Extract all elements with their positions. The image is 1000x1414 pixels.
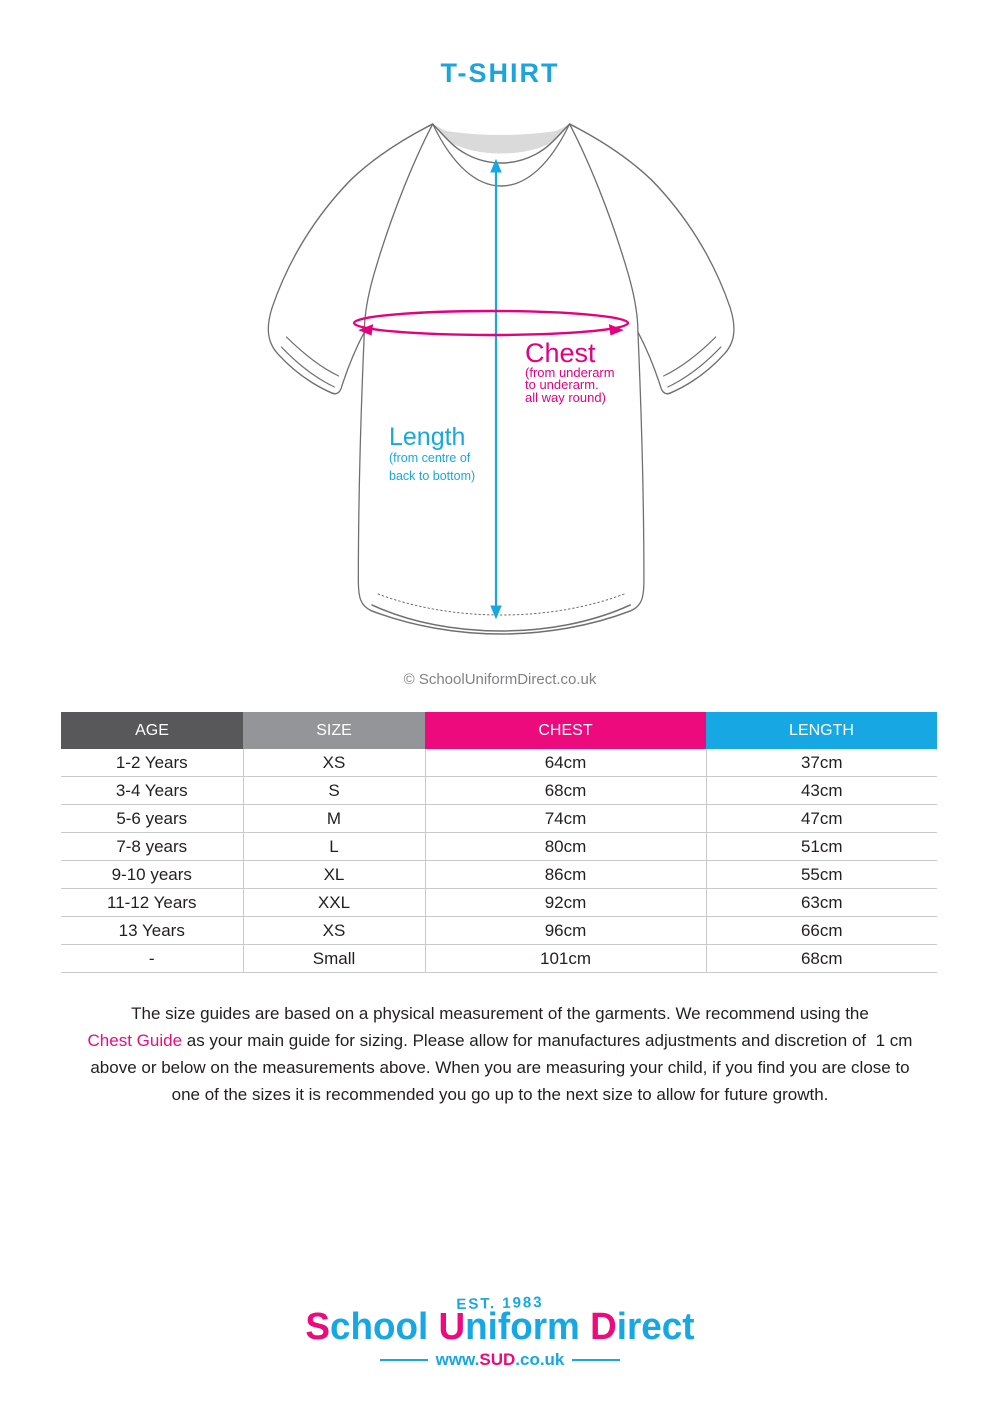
svg-text:Chest: Chest [525, 338, 596, 368]
svg-text:Length: Length [389, 423, 465, 451]
svg-text:(from centre of: (from centre of [389, 451, 471, 465]
svg-text:back to bottom): back to bottom) [389, 469, 475, 483]
svg-text:all way round): all way round) [525, 390, 606, 405]
